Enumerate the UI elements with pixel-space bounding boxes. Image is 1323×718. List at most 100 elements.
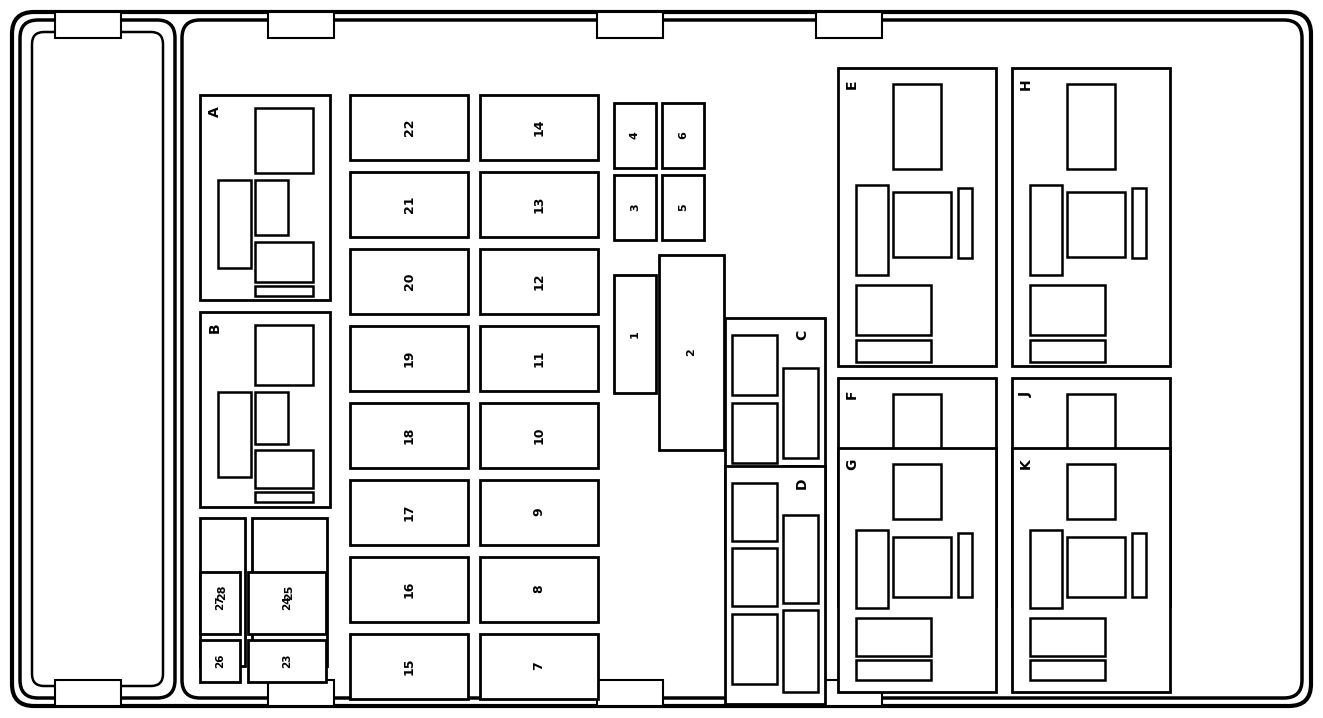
- Bar: [480, 480, 598, 545]
- Bar: [856, 660, 931, 680]
- Bar: [480, 326, 598, 391]
- Bar: [856, 530, 888, 608]
- Text: 24: 24: [282, 596, 292, 610]
- Bar: [480, 557, 598, 622]
- Bar: [614, 175, 656, 240]
- Bar: [200, 312, 329, 507]
- Text: 1: 1: [630, 330, 640, 338]
- Text: D: D: [795, 477, 808, 489]
- Bar: [1068, 84, 1115, 169]
- Bar: [816, 12, 882, 38]
- Bar: [351, 172, 468, 237]
- Bar: [732, 335, 777, 395]
- Bar: [893, 479, 951, 541]
- Bar: [1132, 533, 1146, 597]
- Bar: [597, 12, 663, 38]
- Text: 18: 18: [402, 426, 415, 444]
- Bar: [218, 392, 251, 477]
- Bar: [659, 255, 724, 450]
- FancyBboxPatch shape: [183, 20, 1302, 698]
- Bar: [56, 12, 120, 38]
- Bar: [856, 562, 931, 598]
- Text: 20: 20: [402, 272, 415, 290]
- Bar: [269, 680, 333, 706]
- Bar: [893, 84, 941, 169]
- Bar: [247, 572, 325, 634]
- Bar: [200, 640, 239, 682]
- Bar: [255, 242, 314, 282]
- Text: 27: 27: [216, 596, 225, 610]
- Bar: [255, 450, 314, 488]
- Bar: [1031, 660, 1105, 680]
- Text: C: C: [795, 330, 808, 340]
- Bar: [725, 466, 826, 704]
- Text: 23: 23: [282, 654, 292, 668]
- Text: 17: 17: [402, 503, 415, 521]
- Bar: [255, 392, 288, 444]
- Bar: [1031, 472, 1062, 554]
- Text: 21: 21: [402, 195, 415, 213]
- Bar: [351, 634, 468, 699]
- Bar: [351, 480, 468, 545]
- Bar: [732, 483, 777, 541]
- Bar: [1068, 537, 1125, 597]
- Bar: [958, 188, 972, 258]
- Bar: [351, 403, 468, 468]
- Text: H: H: [1019, 78, 1033, 90]
- Bar: [1012, 68, 1170, 366]
- Text: 19: 19: [402, 350, 415, 367]
- Bar: [351, 249, 468, 314]
- Bar: [1031, 530, 1062, 608]
- Bar: [1132, 475, 1146, 541]
- Bar: [255, 286, 314, 296]
- Bar: [662, 175, 704, 240]
- Bar: [856, 472, 888, 554]
- Bar: [351, 557, 468, 622]
- Text: 3: 3: [630, 203, 640, 211]
- Bar: [783, 610, 818, 692]
- Bar: [480, 172, 598, 237]
- Bar: [269, 12, 333, 38]
- Bar: [816, 680, 882, 706]
- Bar: [893, 464, 941, 519]
- Text: 25: 25: [284, 584, 294, 600]
- Text: 16: 16: [402, 580, 415, 597]
- Bar: [1031, 562, 1105, 598]
- Bar: [200, 572, 239, 634]
- Bar: [255, 108, 314, 173]
- Text: 6: 6: [677, 131, 688, 139]
- Bar: [856, 185, 888, 275]
- Bar: [958, 533, 972, 597]
- Bar: [56, 680, 120, 706]
- Bar: [893, 192, 951, 257]
- Text: 26: 26: [216, 654, 225, 668]
- Bar: [251, 518, 327, 666]
- Bar: [783, 515, 818, 603]
- Text: 8: 8: [532, 584, 545, 593]
- Bar: [255, 325, 314, 385]
- Bar: [480, 634, 598, 699]
- Bar: [614, 103, 656, 168]
- Bar: [1068, 464, 1115, 519]
- Bar: [1031, 618, 1105, 656]
- Bar: [837, 378, 996, 606]
- Text: K: K: [1019, 459, 1033, 470]
- Bar: [1012, 448, 1170, 692]
- Bar: [200, 95, 329, 300]
- Bar: [732, 403, 777, 463]
- Bar: [662, 103, 704, 168]
- FancyBboxPatch shape: [12, 12, 1311, 706]
- Bar: [597, 680, 663, 706]
- Text: G: G: [845, 458, 859, 470]
- Bar: [732, 614, 777, 684]
- Bar: [247, 640, 325, 682]
- Text: E: E: [845, 79, 859, 89]
- Bar: [732, 472, 777, 544]
- Bar: [614, 275, 656, 393]
- Text: 13: 13: [532, 195, 545, 213]
- Text: B: B: [208, 322, 222, 333]
- Text: 22: 22: [402, 118, 415, 136]
- Bar: [255, 180, 288, 235]
- Bar: [480, 95, 598, 160]
- Bar: [893, 537, 951, 597]
